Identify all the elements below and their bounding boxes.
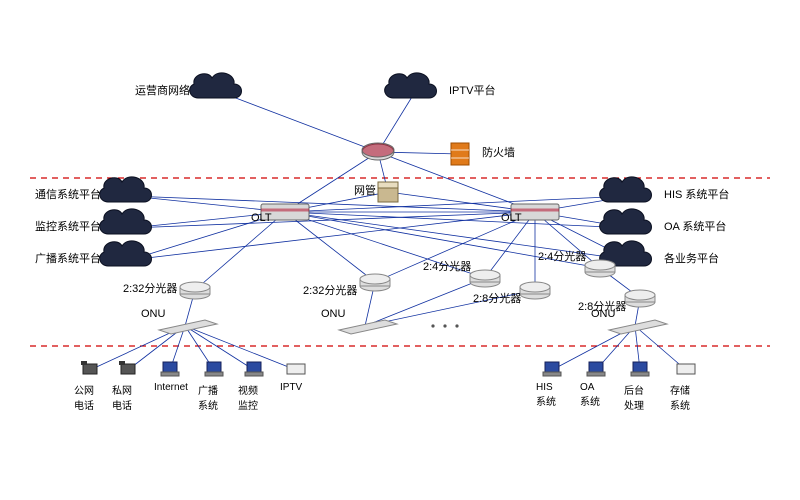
node-label: 2:4分光器 xyxy=(423,258,471,274)
node-label: ONU xyxy=(141,308,165,320)
node-label: 存储系统 xyxy=(670,382,690,412)
node-label: OA 系统平台 xyxy=(664,218,726,234)
node-label: HIS系统 xyxy=(536,382,556,408)
node-label: ONU xyxy=(591,308,615,320)
node-label: OLT xyxy=(251,212,272,224)
node-label: 私网电话 xyxy=(112,382,132,412)
network-diagram: 运营商网络 IPTV平台通信系统平台监控系统平台广播系统平台 HIS 系统平台 OA … xyxy=(0,0,800,500)
node-label: 广播系统平台 xyxy=(35,250,101,266)
node-label: 2:32分光器 xyxy=(123,280,177,296)
node-label: ONU xyxy=(321,308,345,320)
node-label: 公网电话 xyxy=(74,382,94,412)
node-label: 防火墙 xyxy=(482,144,515,160)
node-label: HIS 系统平台 xyxy=(664,186,729,202)
node-label: 监控系统平台 xyxy=(35,218,101,234)
node-label: IPTV xyxy=(280,382,302,393)
node-label: 广播系统 xyxy=(198,382,218,412)
node-label: 2:32分光器 xyxy=(303,282,357,298)
node-label: 2:4分光器 xyxy=(538,248,586,264)
node-label: Internet xyxy=(154,382,188,393)
node-label: OLT xyxy=(501,212,522,224)
node-label: IPTV平台 xyxy=(449,82,495,98)
node-label: 运营商网络 xyxy=(135,82,190,98)
node-label: 后台处理 xyxy=(624,382,644,412)
node-label: 视频监控 xyxy=(238,382,258,412)
node-label: 网管 xyxy=(354,182,376,198)
node-label: OA系统 xyxy=(580,382,600,408)
node-label: 通信系统平台 xyxy=(35,186,101,202)
node-label: 各业务平台 xyxy=(664,250,719,266)
node-label: 2:8分光器 xyxy=(473,290,521,306)
